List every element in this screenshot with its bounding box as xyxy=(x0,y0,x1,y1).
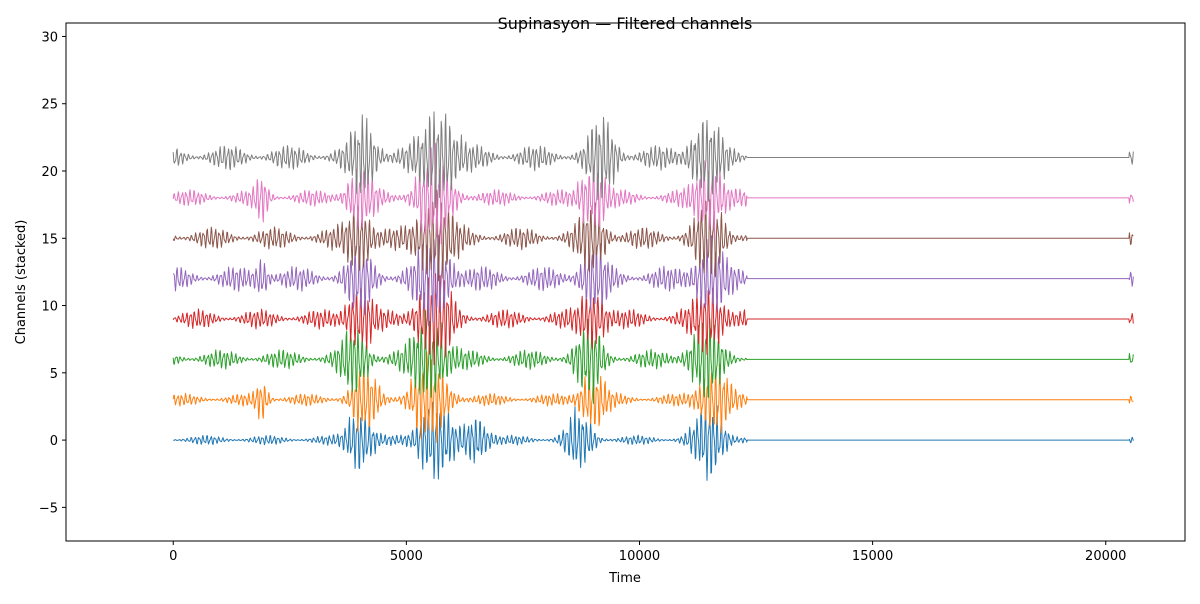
x-tick-label: 20000 xyxy=(1085,549,1126,564)
y-tick-label: 5 xyxy=(50,367,58,382)
series-line-7 xyxy=(172,111,1134,209)
y-tick-label: 10 xyxy=(41,300,58,315)
series-line-5 xyxy=(172,189,1134,282)
series-line-1 xyxy=(172,351,1134,443)
y-tick-label: 15 xyxy=(41,232,58,247)
x-tick-label: 10000 xyxy=(619,549,660,564)
series-line-4 xyxy=(172,234,1134,327)
y-axis: −5 0 5 10 15 20 25 30 xyxy=(39,30,66,516)
y-tick-label: 20 xyxy=(41,165,58,180)
y-axis-label: Channels (stacked) xyxy=(14,220,29,345)
series-layer xyxy=(172,111,1134,481)
plot-frame xyxy=(65,22,1186,542)
y-tick-label: 25 xyxy=(41,98,58,113)
x-axis-label: Time xyxy=(608,571,641,586)
x-tick-label: 0 xyxy=(169,549,177,564)
series-line-0 xyxy=(173,401,1134,481)
series-line-6 xyxy=(172,142,1134,245)
y-tick-label: −5 xyxy=(39,501,58,516)
y-tick-label: 0 xyxy=(50,434,58,449)
series-line-3 xyxy=(172,273,1134,366)
y-tick-label: 30 xyxy=(41,30,58,45)
x-axis: 0 5000 10000 15000 20000 xyxy=(169,541,1126,564)
x-tick-label: 15000 xyxy=(852,549,893,564)
x-tick-label: 5000 xyxy=(390,549,423,564)
series-line-2 xyxy=(172,310,1134,404)
